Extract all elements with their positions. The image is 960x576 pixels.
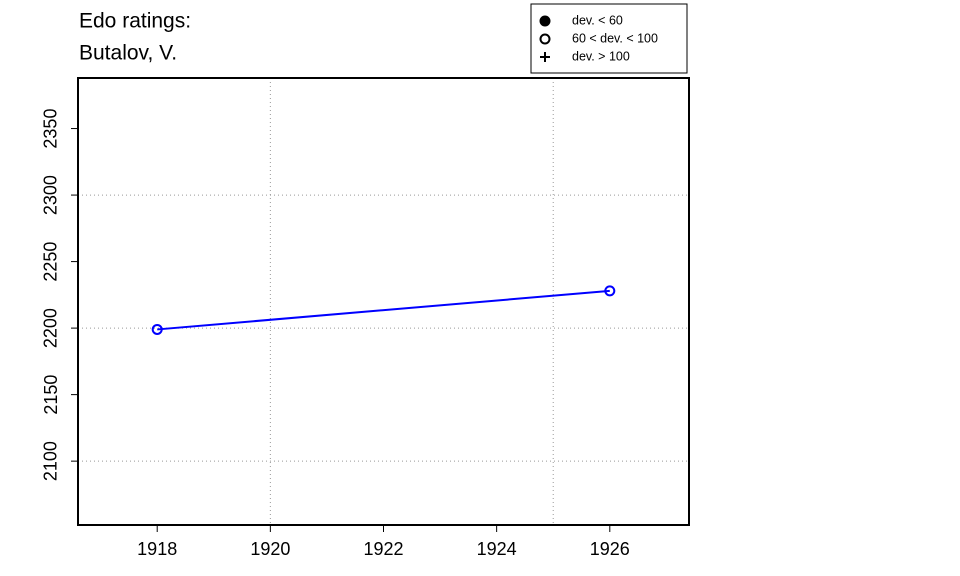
y-tick-label: 2150 [41, 375, 61, 415]
legend-label: 60 < dev. < 100 [572, 31, 658, 45]
legend-symbol [539, 33, 551, 45]
chart-title: Edo ratings: [79, 10, 191, 33]
x-tick-label: 1924 [477, 539, 517, 559]
x-tick-label: 1918 [137, 539, 177, 559]
plot-frame [77, 77, 690, 526]
point [151, 323, 163, 335]
y-tick-label: 2100 [41, 441, 61, 481]
legend-label: dev. < 60 [572, 13, 623, 27]
x-tick-label: 1926 [590, 539, 630, 559]
y-tick-label: 2350 [41, 109, 61, 149]
x-tick-label: 1922 [363, 539, 403, 559]
legend-box [530, 3, 688, 74]
legend-symbol [540, 52, 550, 62]
series-line [157, 289, 610, 331]
y-tick-label: 2250 [41, 242, 61, 282]
chart-subtitle: Butalov, V. [79, 42, 177, 65]
y-tick-label: 2200 [41, 308, 61, 348]
legend-symbol [539, 15, 551, 27]
y-tick-label: 2300 [41, 175, 61, 215]
legend-label: dev. > 100 [572, 49, 630, 63]
point [604, 285, 616, 297]
x-tick-label: 1920 [250, 539, 290, 559]
